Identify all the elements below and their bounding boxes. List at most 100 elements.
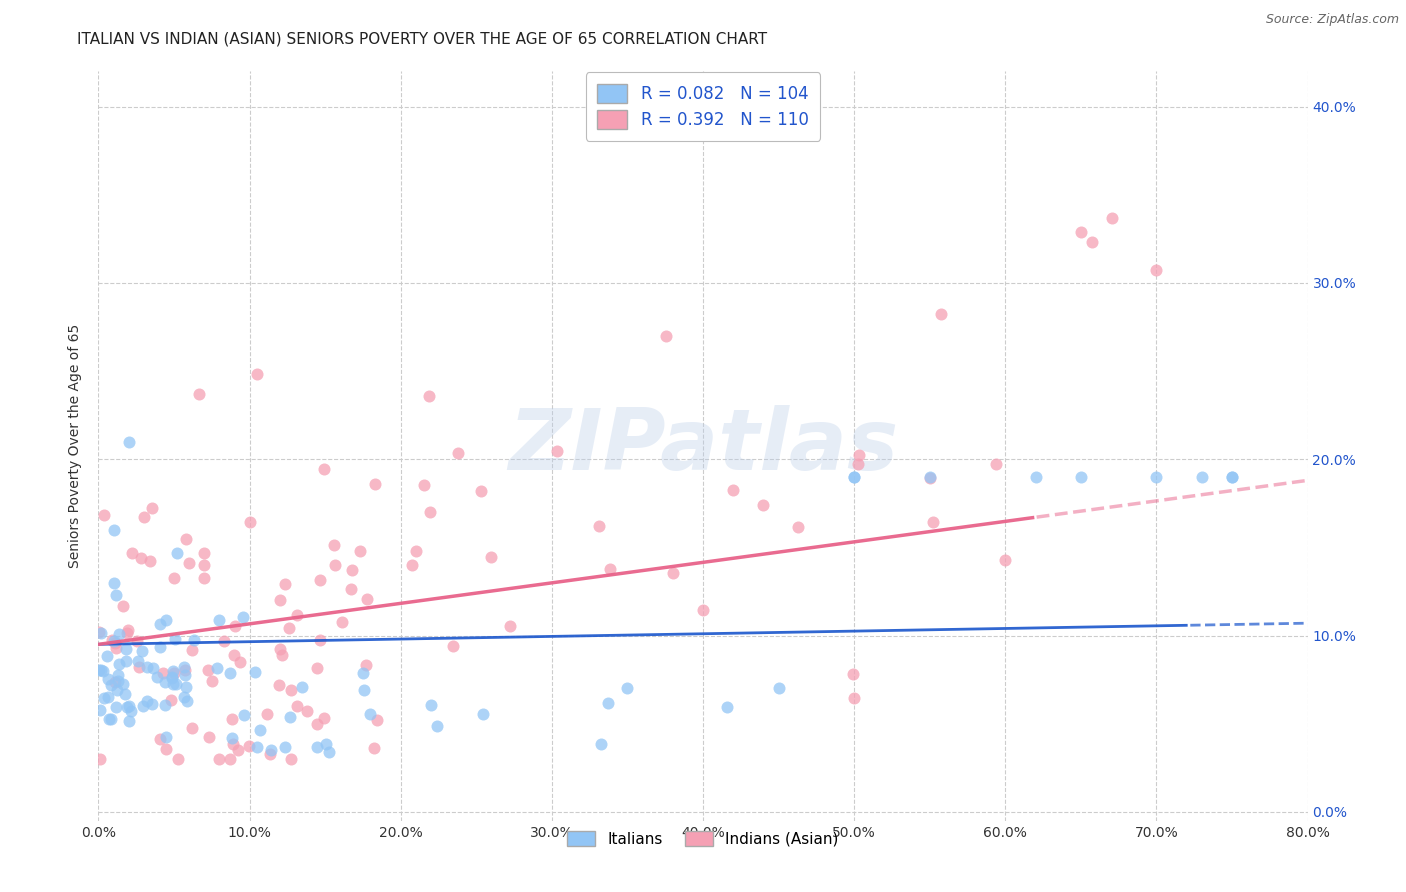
Point (103, 575, 125, 590)
Point (219, 665, 242, 680)
Point (197, 663, 219, 677)
Point (153, 675, 176, 690)
Point (173, 690, 195, 704)
Point (1220, 470, 1243, 484)
Point (274, 577, 297, 591)
Point (100, 678, 122, 692)
Point (616, 681, 638, 696)
Point (173, 667, 195, 681)
Point (166, 546, 188, 560)
Point (115, 654, 138, 668)
Point (447, 446, 470, 460)
Point (155, 613, 177, 627)
Point (315, 737, 337, 751)
Point (129, 550, 152, 565)
Point (280, 752, 302, 766)
Point (285, 608, 308, 623)
Point (149, 616, 172, 631)
Legend: Italians, Indians (Asian): Italians, Indians (Asian) (560, 823, 846, 855)
Point (93, 691, 115, 706)
Point (470, 483, 492, 498)
Point (314, 710, 336, 724)
Point (269, 641, 291, 656)
Point (419, 505, 441, 519)
Point (922, 515, 945, 529)
Point (181, 642, 204, 657)
Point (221, 712, 243, 726)
Y-axis label: Seniors Poverty Over the Age of 65: Seniors Poverty Over the Age of 65 (69, 324, 83, 568)
Point (340, 582, 363, 597)
Point (212, 634, 235, 648)
Point (260, 743, 283, 757)
Point (984, 457, 1007, 471)
Point (716, 700, 738, 714)
Point (270, 648, 292, 662)
Point (285, 699, 308, 714)
Point (1024, 470, 1046, 484)
Point (139, 554, 162, 568)
Point (167, 752, 190, 766)
Point (364, 477, 387, 491)
Point (323, 538, 346, 552)
Point (479, 549, 502, 564)
Point (401, 558, 423, 573)
Point (844, 690, 866, 705)
Point (131, 644, 153, 658)
Point (87, 663, 110, 677)
Point (1220, 470, 1243, 484)
Point (323, 558, 346, 573)
Point (846, 457, 869, 471)
Point (661, 566, 683, 580)
Point (692, 602, 714, 616)
Point (245, 665, 267, 679)
Point (200, 674, 222, 689)
Point (249, 723, 271, 738)
Point (246, 368, 269, 382)
Point (163, 571, 186, 585)
Point (1144, 263, 1167, 277)
Point (307, 661, 329, 675)
Point (844, 470, 866, 484)
Point (291, 681, 314, 695)
Point (278, 709, 301, 723)
Point (176, 694, 198, 708)
Point (100, 632, 122, 647)
Point (193, 558, 215, 572)
Point (222, 738, 245, 752)
Point (115, 641, 138, 656)
Point (160, 672, 183, 686)
Point (135, 660, 157, 674)
Point (228, 655, 250, 669)
Point (107, 674, 129, 689)
Point (280, 683, 302, 698)
Point (207, 661, 229, 675)
Text: Source: ZipAtlas.com: Source: ZipAtlas.com (1265, 13, 1399, 27)
Point (342, 563, 364, 577)
Point (153, 698, 176, 712)
Point (152, 666, 174, 681)
Point (239, 515, 262, 529)
Point (363, 741, 385, 756)
Point (1101, 211, 1123, 225)
Point (105, 699, 128, 714)
Point (111, 677, 134, 691)
Point (141, 697, 163, 711)
Text: ITALIAN VS INDIAN (ASIAN) SENIORS POVERTY OVER THE AGE OF 65 CORRELATION CHART: ITALIAN VS INDIAN (ASIAN) SENIORS POVERT… (77, 31, 768, 46)
Point (112, 599, 135, 614)
Point (162, 677, 184, 691)
Point (353, 682, 375, 697)
Point (269, 593, 291, 607)
Point (90, 663, 112, 677)
Point (114, 687, 136, 701)
Point (356, 591, 378, 606)
Point (295, 705, 318, 719)
Point (596, 696, 619, 710)
Point (174, 533, 197, 547)
Point (842, 666, 865, 681)
Point (193, 546, 215, 560)
Point (120, 704, 142, 718)
Point (97, 712, 120, 726)
Point (132, 510, 155, 524)
Point (418, 389, 440, 403)
Point (405, 544, 427, 558)
